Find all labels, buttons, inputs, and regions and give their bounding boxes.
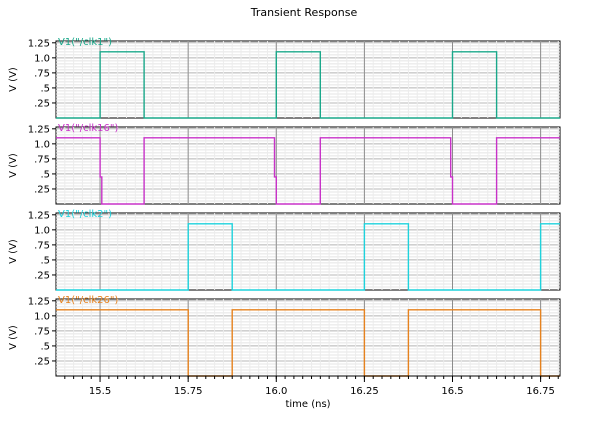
- y-axis-label: V (V): [8, 153, 19, 178]
- x-tick-label: 16.75: [526, 386, 555, 397]
- y-tick-label: .25: [34, 356, 50, 367]
- panel-frame: [55, 298, 561, 377]
- x-axis: 15.5 15.75 16.0 16.25 16.5 16.75: [56, 375, 560, 397]
- y-axis-label: V (V): [8, 239, 19, 264]
- panel-frame: [55, 126, 561, 205]
- y-tick-label: 1.0: [34, 311, 50, 322]
- y-tick-label: 1.0: [34, 225, 50, 236]
- legend-entry: V1("/clk2"): [58, 209, 112, 220]
- panel-1: 1.25 1.0 .75 .5 .25 V (V) V1("/clk16"): [8, 123, 561, 205]
- y-tick-label: .25: [34, 270, 50, 281]
- panel-0: 1.25 1.0 .75 .5 .25 V (V) V1("/clk1"): [8, 37, 561, 119]
- y-tick-label: .5: [40, 255, 50, 266]
- x-tick-label: 15.75: [174, 386, 203, 397]
- legend-entry: V1("/clk16"): [58, 123, 118, 134]
- y-tick-label: .75: [34, 68, 50, 79]
- y-tick-label: .75: [34, 154, 50, 165]
- x-tick-label: 16.0: [265, 386, 287, 397]
- x-tick-label: 16.5: [441, 386, 463, 397]
- panel-frame: [55, 40, 561, 119]
- series-line-clk1: [56, 51, 560, 119]
- y-tick-label: 1.25: [28, 124, 50, 135]
- y-axis-label: V (V): [8, 325, 19, 350]
- panel-3: 1.25 1.0 .75 .5 .25 V (V) V1("/clk26"): [8, 295, 561, 377]
- y-tick-label: 1.25: [28, 296, 50, 307]
- y-tick-label: 1.25: [28, 38, 50, 49]
- series-line-clk2: [56, 223, 560, 291]
- y-tick-label: 1.0: [34, 53, 50, 64]
- series-line-clk16: [56, 137, 560, 205]
- y-tick-label: .5: [40, 341, 50, 352]
- y-tick-label: .25: [34, 98, 50, 109]
- y-tick-label: .5: [40, 83, 50, 94]
- y-tick-label: .75: [34, 326, 50, 337]
- legend-entry: V1("/clk26"): [58, 295, 118, 306]
- y-tick-label: 1.25: [28, 210, 50, 221]
- panel-2: 1.25 1.0 .75 .5 .25 V (V) V1("/clk2"): [8, 209, 561, 291]
- x-tick-label: 15.5: [89, 386, 111, 397]
- chart-title: Transient Response: [250, 6, 358, 19]
- y-axis-label: V (V): [8, 67, 19, 92]
- chart-panels: 1.25 1.0 .75 .5 .25 V (V) V1("/clk1") 1.25 1.0 .7…: [8, 37, 561, 377]
- series-line-clk26: [56, 309, 560, 377]
- legend-entry: V1("/clk1"): [58, 37, 112, 48]
- x-tick-label: 16.25: [350, 386, 379, 397]
- x-axis-label: time (ns): [285, 399, 330, 410]
- y-tick-label: .25: [34, 184, 50, 195]
- y-tick-label: .75: [34, 240, 50, 251]
- panel-frame: [55, 212, 561, 291]
- y-tick-label: .5: [40, 169, 50, 180]
- y-tick-label: 1.0: [34, 139, 50, 150]
